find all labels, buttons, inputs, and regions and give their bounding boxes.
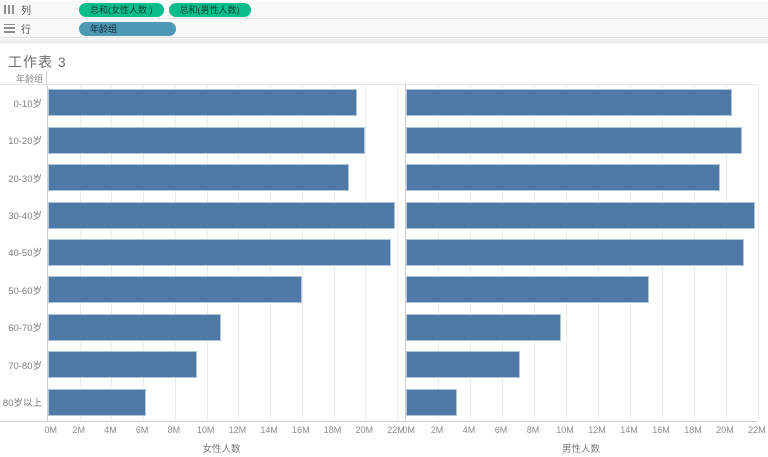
gridline (397, 84, 398, 421)
bar-row (406, 384, 758, 421)
x-tick-label: 0M (402, 425, 416, 435)
bar[interactable] (48, 164, 350, 192)
bar[interactable] (406, 238, 744, 266)
category-label[interactable]: 30-40岁 (8, 211, 42, 223)
bar[interactable] (406, 276, 650, 304)
bar-row (406, 346, 758, 383)
columns-shelf-label: 列 (21, 6, 31, 17)
rows-shelf[interactable]: 行 年龄组 (0, 20, 768, 38)
category-label[interactable]: 10-20岁 (8, 136, 42, 148)
pill-sum-female[interactable]: 总和(女性人数 ) (79, 2, 164, 17)
bar[interactable] (406, 351, 520, 379)
x-tick-label: 10M (556, 425, 574, 435)
bar[interactable] (48, 201, 396, 229)
pill-sum-male[interactable]: 总和(男性人数) (168, 2, 251, 17)
category-label[interactable]: 40-50岁 (8, 248, 42, 260)
bar-row (406, 234, 758, 271)
bar[interactable] (48, 126, 366, 154)
bar[interactable] (48, 313, 221, 341)
x-tick-label: 14M (620, 425, 638, 435)
x-tick-label: 14M (260, 425, 278, 435)
bar-row (48, 271, 397, 308)
category-label[interactable]: 80岁以上 (2, 398, 42, 410)
category-label[interactable]: 50-60岁 (8, 285, 42, 297)
bar[interactable] (406, 89, 733, 117)
bar[interactable] (406, 126, 742, 154)
male-axis-ticks: 0M 2M 4M 6M 8M 10M 12M 14M 16M 18M 20M 22M (402, 425, 765, 437)
columns-shelf[interactable]: 列 总和(女性人数 ) 总和(男性人数) (0, 1, 768, 19)
rows-shelf-label: 行 (21, 25, 31, 36)
bar-row (48, 159, 397, 196)
category-label[interactable]: 0-10岁 (13, 98, 42, 110)
plot-top-border (0, 84, 757, 85)
bars-layer (48, 84, 397, 421)
category-label[interactable]: 60-70岁 (8, 323, 42, 335)
bar[interactable] (48, 89, 358, 117)
bar[interactable] (406, 388, 458, 416)
bar[interactable] (406, 201, 755, 229)
x-tick-label: 16M (292, 425, 310, 435)
bar-row (48, 346, 397, 383)
pill-age-group[interactable]: 年龄组 (79, 21, 176, 36)
category-axis: 0-10岁 10-20岁 20-30岁 30-40岁 40-50岁 50-60岁 60-70… (0, 84, 43, 421)
bar-row (406, 196, 758, 233)
gridline (758, 84, 759, 421)
male-axis-title: 男性人数 (561, 444, 600, 455)
bar[interactable] (48, 238, 391, 266)
female-plot (47, 84, 398, 421)
female-axis-title: 女性人数 (202, 444, 241, 455)
bar-row (406, 309, 758, 346)
x-tick-label: 12M (588, 425, 606, 435)
x-tick-label: 0M (44, 425, 58, 435)
x-tick-label: 20M (716, 425, 734, 435)
x-tick-label: 20M (355, 425, 374, 435)
x-tick-label: 22M (387, 425, 405, 435)
x-tick-label: 2M (430, 425, 444, 435)
bar[interactable] (406, 313, 562, 341)
row-axis-header: 年龄组 (15, 74, 43, 84)
bar-row (48, 309, 397, 346)
bar-row (406, 159, 758, 196)
x-tick-label: 8M (526, 425, 540, 435)
bar[interactable] (48, 276, 302, 304)
x-tick-label: 18M (323, 425, 342, 435)
bar-row (48, 384, 397, 421)
x-tick-label: 10M (196, 425, 215, 435)
bar[interactable] (48, 388, 147, 416)
male-plot (405, 84, 759, 421)
x-tick-label: 22M (748, 425, 766, 435)
columns-shelf-icon (4, 5, 15, 14)
bar-row (48, 196, 397, 233)
x-tick-label: 18M (684, 425, 702, 435)
bar-row (406, 84, 758, 121)
x-tick-label: 2M (72, 425, 85, 435)
x-tick-label: 16M (652, 425, 670, 435)
x-tick-label: 8M (167, 425, 181, 435)
bar-row (48, 84, 397, 121)
x-tick-label: 4M (462, 425, 476, 435)
x-axis-line (0, 421, 757, 422)
x-tick-label: 12M (228, 425, 247, 435)
bar[interactable] (406, 164, 720, 192)
x-tick-label: 6M (135, 425, 149, 435)
x-tick-label: 6M (494, 425, 508, 435)
row-header-divider (46, 71, 47, 84)
x-tick-label: 4M (104, 425, 117, 435)
sheet-title: 工作表 3 (8, 54, 67, 70)
category-label[interactable]: 20-30岁 (8, 173, 42, 185)
bar-row (48, 121, 397, 158)
bar-row (406, 271, 758, 308)
bar[interactable] (48, 351, 198, 379)
bars-layer (406, 84, 758, 421)
shelf-divider (0, 39, 768, 43)
bar-row (48, 234, 397, 271)
bar-row (406, 121, 758, 158)
category-label[interactable]: 70-80岁 (8, 360, 42, 372)
rows-shelf-icon (4, 24, 15, 33)
female-axis-ticks: 0M 2M 4M 6M 8M 10M 12M 14M 16M 18M 20M 22M (44, 425, 404, 437)
